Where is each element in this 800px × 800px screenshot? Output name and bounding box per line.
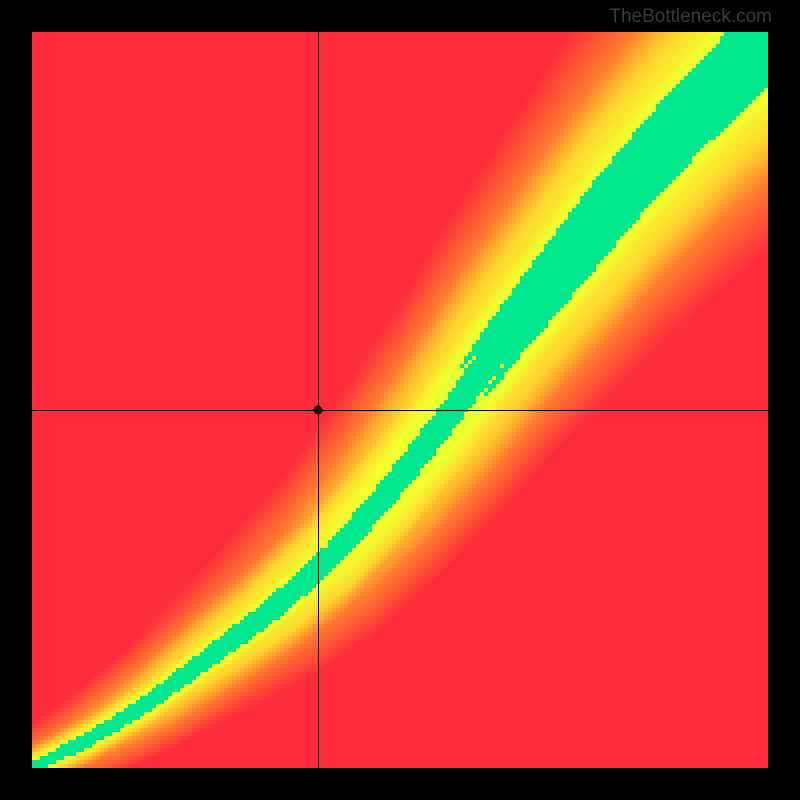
heatmap-canvas xyxy=(32,32,768,768)
crosshair-horizontal xyxy=(32,410,768,411)
heatmap-plot xyxy=(32,32,768,768)
selected-point-marker xyxy=(313,406,322,415)
crosshair-vertical xyxy=(318,32,319,768)
watermark-text: TheBottleneck.com xyxy=(609,6,772,28)
